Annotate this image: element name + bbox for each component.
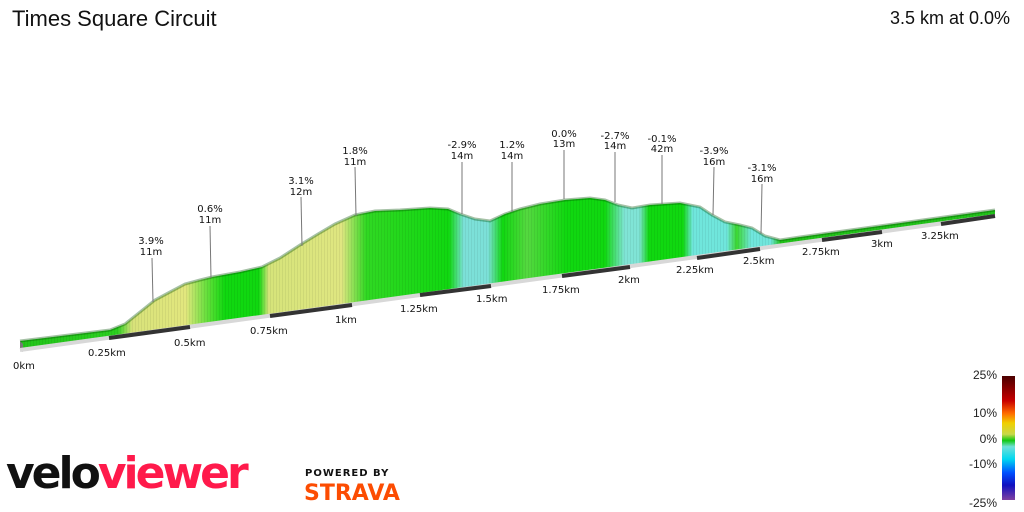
route-title: Times Square Circuit xyxy=(12,6,217,31)
svg-text:-2.7%: -2.7% xyxy=(600,131,629,142)
x-tick: 1.5km xyxy=(476,294,507,305)
x-tick: 2.25km xyxy=(676,265,714,276)
svg-text:1.8%: 1.8% xyxy=(342,146,367,157)
svg-text:-0.1%: -0.1% xyxy=(647,134,676,145)
svg-text:11m: 11m xyxy=(199,215,221,226)
route-summary: 3.5 km at 0.0% xyxy=(889,8,1010,28)
x-tick: 0.5km xyxy=(174,338,205,349)
svg-text:-2.9%: -2.9% xyxy=(447,140,476,151)
legend-label-neg25: -25% xyxy=(968,496,997,510)
svg-text:-3.9%: -3.9% xyxy=(699,146,728,157)
veloviewer-logo: veloviewer xyxy=(6,448,249,499)
annotation-labels: 3.9% 11m 0.6% 11m 3.1% 12m 1.8% 11m -2.9… xyxy=(138,129,776,258)
x-tick: 3.25km xyxy=(921,231,959,242)
svg-text:14m: 14m xyxy=(604,141,626,152)
grade-color-scale xyxy=(1002,376,1015,500)
svg-text:3.9%: 3.9% xyxy=(138,236,163,247)
x-tick: 0km xyxy=(13,361,35,372)
svg-text:13m: 13m xyxy=(553,139,575,150)
legend-label-neg10: -10% xyxy=(968,457,997,471)
legend-label-10: 10% xyxy=(972,406,997,420)
x-tick: 1km xyxy=(335,315,357,326)
x-tick: 0.25km xyxy=(88,348,126,359)
x-tick: 0.75km xyxy=(250,326,288,337)
x-tick: 3km xyxy=(871,239,893,250)
svg-text:3.1%: 3.1% xyxy=(288,176,313,187)
x-tick: 2.75km xyxy=(802,247,840,258)
svg-text:16m: 16m xyxy=(751,174,773,185)
legend-label-25: 25% xyxy=(972,368,997,382)
powered-by-label: POWERED BY xyxy=(305,468,390,479)
profile-area xyxy=(19,196,996,349)
distance-axis-strip xyxy=(19,214,996,352)
climb-annotations xyxy=(151,150,763,303)
svg-text:16m: 16m xyxy=(703,157,725,168)
svg-text:42m: 42m xyxy=(651,144,673,155)
svg-text:1.2%: 1.2% xyxy=(499,140,524,151)
x-tick: 2km xyxy=(618,275,640,286)
svg-text:14m: 14m xyxy=(501,151,523,162)
x-tick: 1.75km xyxy=(542,285,580,296)
x-tick: 2.5km xyxy=(743,256,774,267)
svg-text:0.0%: 0.0% xyxy=(551,129,576,140)
svg-text:11m: 11m xyxy=(140,247,162,258)
svg-text:-3.1%: -3.1% xyxy=(747,163,776,174)
svg-text:11m: 11m xyxy=(344,157,366,168)
legend-label-0: 0% xyxy=(979,432,997,446)
svg-text:12m: 12m xyxy=(290,187,312,198)
x-tick: 1.25km xyxy=(400,304,438,315)
x-axis-labels: 0km 0.25km 0.5km 0.75km 1km 1.25km 1.5km… xyxy=(13,231,959,372)
svg-text:0.6%: 0.6% xyxy=(197,204,222,215)
svg-text:14m: 14m xyxy=(451,151,473,162)
strava-logo: STRAVA xyxy=(304,481,400,506)
